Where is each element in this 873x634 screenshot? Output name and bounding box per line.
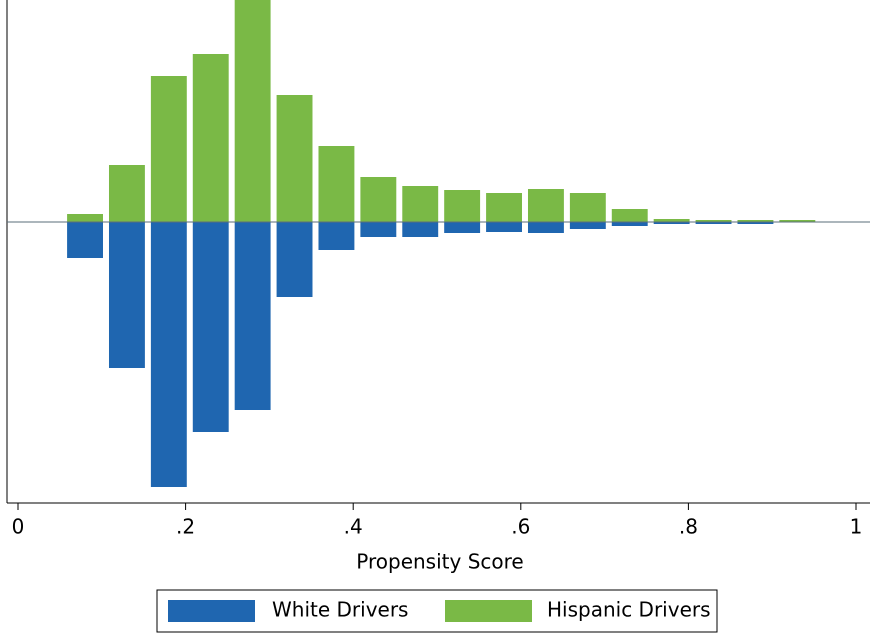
bar [611,222,648,226]
bar [234,0,271,222]
x-tick-label: .6 [511,515,530,539]
bar [695,220,732,222]
bar [318,146,355,222]
bar [737,220,774,222]
legend-label: Hispanic Drivers [547,598,711,622]
bar [569,193,606,222]
legend-label: White Drivers [272,598,408,622]
bar [276,222,313,297]
bar [486,193,522,222]
x-tick-label: .4 [344,515,363,539]
bar [67,214,103,222]
bar [276,95,313,222]
bar [108,165,145,222]
bar [360,222,397,237]
x-tick-label: 1 [850,515,863,539]
bar [444,190,481,222]
bar [150,222,187,487]
bar [653,222,690,224]
plot-area [67,0,816,487]
bar [695,222,732,224]
bar [653,219,690,222]
bar [569,222,606,229]
bar [402,222,439,237]
x-axis-label: Propensity Score [356,550,523,574]
bar [779,220,816,222]
bar [486,222,522,232]
legend-swatch [445,600,532,622]
bar [192,54,229,222]
legend-swatch [168,600,255,622]
bar [611,209,648,222]
bar [402,186,439,222]
bar [67,222,103,258]
bar [318,222,355,250]
bar [527,222,564,233]
x-tick-label: 0 [12,515,25,539]
bar [360,177,397,222]
bar [737,222,774,224]
x-tick-label: .2 [176,515,195,539]
bar [192,222,229,432]
bar [234,222,271,410]
bar [444,222,481,233]
x-tick-label: .8 [679,515,698,539]
bar [108,222,145,368]
bar [150,76,187,222]
bar [527,189,564,222]
